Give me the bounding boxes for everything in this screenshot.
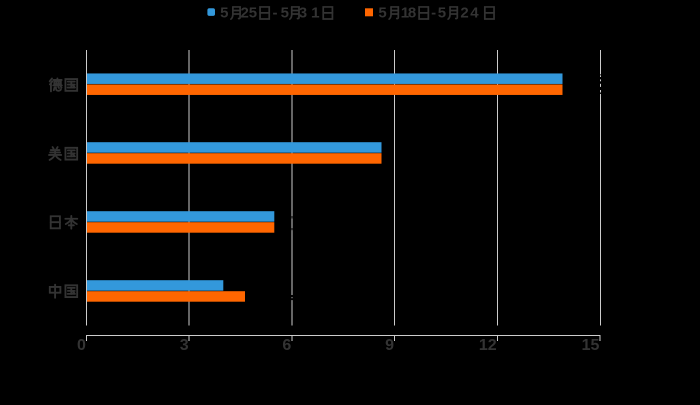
svg-text:2: 2 <box>460 5 468 22</box>
svg-text:-: - <box>273 5 278 22</box>
svg-text:3: 3 <box>299 5 307 22</box>
svg-text:15: 15 <box>582 337 600 354</box>
svg-text:1: 1 <box>311 5 319 22</box>
svg-text:5: 5 <box>220 5 228 22</box>
svg-text:2: 2 <box>241 5 249 22</box>
svg-text:6: 6 <box>282 337 291 354</box>
svg-text:-: - <box>431 5 436 22</box>
svg-text:3: 3 <box>180 337 189 354</box>
svg-text:5: 5 <box>378 5 386 22</box>
svg-text:9: 9 <box>385 337 394 354</box>
svg-text:5: 5 <box>281 5 289 22</box>
svg-text:4: 4 <box>470 5 479 22</box>
svg-text:1: 1 <box>401 5 409 22</box>
svg-text:5: 5 <box>438 5 446 22</box>
svg-text:12: 12 <box>479 337 497 354</box>
svg-text:5: 5 <box>249 5 257 22</box>
svg-text:0: 0 <box>77 337 86 354</box>
svg-text:8: 8 <box>408 5 416 22</box>
